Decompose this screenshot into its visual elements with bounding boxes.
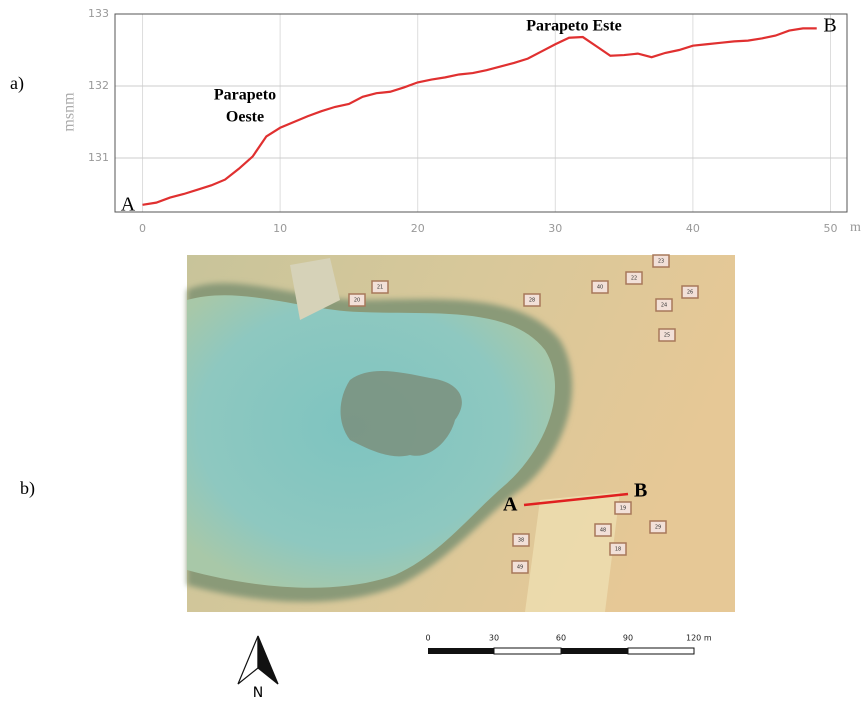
- x-tick-label: 40: [686, 222, 700, 235]
- x-axis-unit: m: [850, 220, 861, 235]
- building: [512, 533, 530, 547]
- north-label: N: [253, 685, 263, 701]
- building-label: 23: [658, 259, 664, 265]
- scale-segment: [627, 647, 695, 655]
- y-tick-label: 133: [88, 7, 109, 20]
- end-label: B: [823, 15, 836, 37]
- building: [609, 542, 627, 556]
- building-label: 38: [518, 538, 524, 544]
- annotation: Oeste: [226, 109, 264, 126]
- map-platform: [290, 258, 340, 320]
- building-label: 20: [354, 298, 360, 304]
- building-label: 19: [620, 506, 626, 512]
- x-tick-label: 0: [139, 222, 146, 235]
- panel-label: b): [20, 478, 35, 499]
- building: [614, 501, 632, 515]
- building: [591, 280, 609, 294]
- building-label: 25: [664, 333, 670, 339]
- building-label: 18: [615, 547, 621, 553]
- plot: 0 10 20 30 40 50 131 132 133 Parapeto Oeste Parapet…: [88, 7, 848, 235]
- building-label: 21: [377, 285, 383, 291]
- buildings: 20 21 22 23 24 25 26 28 40 19 38 48 49 18 29: [348, 254, 699, 574]
- plot-frame: [114, 13, 848, 213]
- building: [649, 520, 667, 534]
- building: [658, 328, 676, 342]
- annotation: Parapeto: [214, 87, 276, 104]
- panel-label: a): [10, 73, 24, 94]
- profile-end-label: B: [634, 480, 647, 502]
- building: [523, 293, 541, 307]
- building-label: 48: [600, 528, 606, 534]
- building: [625, 271, 643, 285]
- scale-label: 90: [623, 634, 633, 643]
- y-tick-label: 131: [88, 151, 109, 164]
- building-label: 24: [661, 303, 667, 309]
- building: [511, 560, 529, 574]
- annotation: Parapeto Este: [526, 18, 622, 35]
- scale-segment: [428, 648, 494, 654]
- building: [655, 298, 673, 312]
- building: [652, 254, 670, 268]
- scale-label: 0: [425, 634, 430, 643]
- end-label: A: [121, 194, 136, 216]
- building-label: 22: [631, 276, 637, 282]
- north-arrow: N: [237, 635, 279, 701]
- x-tick-label: 10: [273, 222, 287, 235]
- building-label: 40: [597, 285, 603, 291]
- profile-line: [142, 27, 817, 206]
- building-label: 49: [517, 565, 523, 571]
- scale-label: 30: [489, 634, 499, 643]
- building-label: 26: [687, 290, 693, 296]
- building-label: 29: [655, 525, 661, 531]
- scale-label: 60: [556, 634, 566, 643]
- y-axis-label: msnm: [61, 92, 78, 132]
- profile-line: [523, 492, 629, 507]
- x-tick-label: 30: [548, 222, 562, 235]
- map: A B 20 21 22 23 24 25 26 28 40 19 38 48 49 18 29: [187, 254, 735, 612]
- building: [681, 285, 699, 299]
- scale-label: 120 m: [686, 634, 712, 643]
- building: [594, 523, 612, 537]
- building: [348, 293, 366, 307]
- scale-segment: [561, 648, 628, 654]
- map-platform: [525, 492, 620, 612]
- x-tick-label: 20: [411, 222, 425, 235]
- building: [371, 280, 389, 294]
- y-tick-label: 132: [88, 79, 109, 92]
- x-tick-label: 50: [823, 222, 837, 235]
- profile-end-label: A: [503, 494, 518, 516]
- building-label: 28: [529, 298, 535, 304]
- map-mound: [340, 371, 462, 457]
- scale-segment: [493, 647, 562, 655]
- scale-bar: 0 30 60 90 120 m: [425, 634, 712, 655]
